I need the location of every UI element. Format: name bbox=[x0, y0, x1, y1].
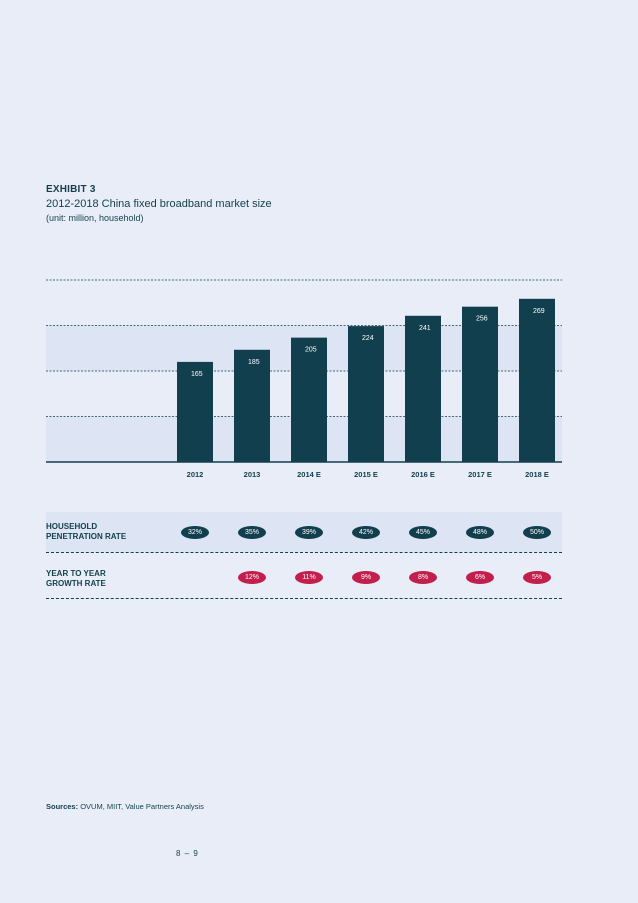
bar bbox=[462, 306, 498, 462]
penetration-rate-pill: 42% bbox=[352, 526, 380, 539]
sources-note: Sources: OVUM, MIIT, Value Partners Anal… bbox=[46, 802, 204, 811]
penetration-rate-pill: 48% bbox=[466, 526, 494, 539]
growth-rate-pill: 8% bbox=[409, 571, 437, 584]
growth-row-divider bbox=[46, 598, 562, 599]
chart-title: 2012-2018 China fixed broadband market s… bbox=[46, 198, 272, 210]
sources-label: Sources: bbox=[46, 802, 79, 811]
penetration-rate-pill: 32% bbox=[181, 526, 209, 539]
penetration-rate-pill: 50% bbox=[523, 526, 551, 539]
x-tick-label: 2014 E bbox=[297, 470, 321, 479]
x-tick-label: 2017 E bbox=[468, 470, 492, 479]
bar-value-label: 165 bbox=[191, 371, 203, 378]
growth-rate-pill: 5% bbox=[523, 571, 551, 584]
penetration-row-divider bbox=[46, 552, 562, 553]
x-tick-label: 2015 E bbox=[354, 470, 378, 479]
growth-rate-pill: 11% bbox=[295, 571, 323, 584]
bar-value-label: 256 bbox=[476, 316, 488, 323]
bar-value-label: 224 bbox=[362, 335, 374, 342]
growth-rate-pill: 12% bbox=[238, 571, 266, 584]
penetration-rate-pill: 35% bbox=[238, 526, 266, 539]
exhibit-label: EXHIBIT 3 bbox=[46, 184, 96, 195]
bar-chart: 165 2012 185 2013 205 2014 E 224 2015 E 241 2016 … bbox=[46, 279, 562, 479]
x-tick-label: 2012 bbox=[187, 470, 204, 479]
growth-rate-label: YEAR TO YEAR GROWTH RATE bbox=[46, 569, 106, 588]
penetration-rate-label: HOUSEHOLD PENETRATION RATE bbox=[46, 522, 127, 541]
chart-subtitle: (unit: million, household) bbox=[46, 213, 144, 223]
x-tick-label: 2018 E bbox=[525, 470, 549, 479]
bar bbox=[348, 326, 384, 462]
growth-rate-pill: 9% bbox=[352, 571, 380, 584]
bar-value-label: 241 bbox=[419, 325, 431, 332]
bar-value-label: 269 bbox=[533, 308, 545, 315]
page-number: 8 – 9 bbox=[176, 849, 199, 858]
bar-value-label: 205 bbox=[305, 347, 317, 354]
x-tick-label: 2013 bbox=[244, 470, 261, 479]
bar bbox=[177, 361, 213, 462]
bar bbox=[234, 349, 270, 462]
penetration-rate-pill: 45% bbox=[409, 526, 437, 539]
bar-value-label: 185 bbox=[248, 359, 260, 366]
bar bbox=[519, 298, 555, 462]
bar bbox=[291, 337, 327, 462]
penetration-rate-pill: 39% bbox=[295, 526, 323, 539]
bar bbox=[405, 315, 441, 462]
x-tick-label: 2016 E bbox=[411, 470, 435, 479]
sources-text: OVUM, MIIT, Value Partners Analysis bbox=[78, 802, 204, 811]
growth-rate-pill: 6% bbox=[466, 571, 494, 584]
